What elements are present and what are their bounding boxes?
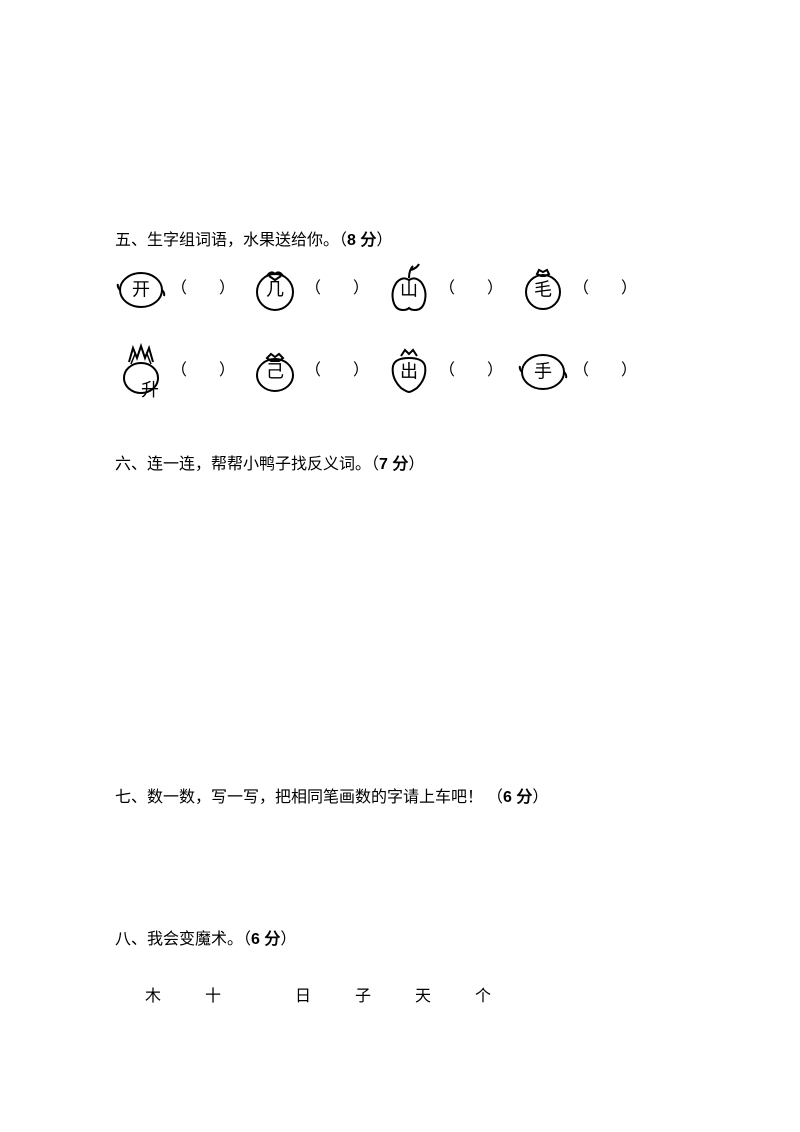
- tomato-icon: 几: [249, 260, 301, 312]
- answer-blank: （ ）: [167, 274, 239, 298]
- magic-char: 日: [295, 982, 315, 1006]
- answer-blank: （ ）: [569, 274, 641, 298]
- answer-blank: （ ）: [167, 356, 239, 380]
- answer-blank: （ ）: [435, 356, 507, 380]
- section-5-row-1: 开 （ ） 几 （ ） 山 （ ） 毛 （ ）: [115, 260, 710, 312]
- section-8-points: 6 分: [251, 931, 280, 948]
- section-5: 五、生字组词语，水果送给你。（8 分） 开 （ ） 几 （ ） 山 （ ） 毛 …: [115, 230, 710, 394]
- section-8-char-row: 木十日子天个: [145, 982, 710, 1006]
- fruit-character: 己: [266, 358, 284, 384]
- apple-icon: 山: [383, 260, 435, 312]
- magic-char: 十: [205, 982, 225, 1006]
- section-6: 六、连一连，帮帮小鸭子找反义词。（7 分）: [115, 454, 710, 476]
- fruit-character: 山: [400, 276, 418, 302]
- pomegranate-icon: 己: [249, 342, 301, 394]
- section-5-title: 五、生字组词语，水果送给你。（8 分）: [115, 230, 710, 252]
- fruit-character: 开: [132, 276, 150, 302]
- answer-blank: （ ）: [301, 274, 373, 298]
- fruit-character: 手: [534, 358, 552, 384]
- section-7-prefix: 七、数一数，写一写，把相同笔画数的字请上车吧！ （: [115, 789, 503, 806]
- section-8-prefix: 八、我会变魔术。（: [115, 931, 251, 948]
- answer-blank: （ ）: [569, 356, 641, 380]
- answer-blank: （ ）: [435, 274, 507, 298]
- tangerine-icon: 毛: [517, 260, 569, 312]
- section-7-suffix: ）: [532, 789, 548, 806]
- section-6-title: 六、连一连，帮帮小鸭子找反义词。（7 分）: [115, 454, 710, 476]
- magic-char: 木: [145, 982, 165, 1006]
- section-5-suffix: ）: [376, 232, 392, 249]
- section-8: 八、我会变魔术。（6 分） 木 十 日 子 天 个: [115, 929, 710, 1005]
- section-7-title: 七、数一数，写一写，把相同笔画数的字请上车吧！ （6 分）: [115, 787, 710, 809]
- section-8-suffix: ）: [280, 931, 296, 948]
- section-7: 七、数一数，写一写，把相同笔画数的字请上车吧！ （6 分）: [115, 787, 710, 809]
- fruit-character: 升: [141, 376, 159, 402]
- fruit-character: 毛: [534, 276, 552, 302]
- section-5-row-2: 升 （ ） 己 （ ） 出 （ ） 手 （ ）: [115, 342, 710, 394]
- lemon-icon: 手: [517, 342, 569, 394]
- worksheet-content: 五、生字组词语，水果送给你。（8 分） 开 （ ） 几 （ ） 山 （ ） 毛 …: [0, 0, 800, 1006]
- section-6-prefix: 六、连一连，帮帮小鸭子找反义词。（: [115, 456, 379, 473]
- pineapple-icon: 升: [115, 342, 167, 394]
- section-6-points: 7 分: [379, 456, 408, 473]
- magic-char: 子: [355, 982, 375, 1006]
- strawberry-icon: 出: [383, 342, 435, 394]
- fruit-character: 出: [400, 358, 418, 384]
- fruit-character: 几: [266, 276, 284, 302]
- answer-blank: （ ）: [301, 356, 373, 380]
- section-6-suffix: ）: [408, 456, 424, 473]
- section-5-points: 8 分: [347, 232, 376, 249]
- magic-char: 天: [415, 982, 435, 1006]
- section-5-prefix: 五、生字组词语，水果送给你。（: [115, 232, 347, 249]
- lemon-icon: 开: [115, 260, 167, 312]
- magic-char: 个: [475, 982, 495, 1006]
- section-7-points: 6 分: [503, 789, 532, 806]
- section-8-title: 八、我会变魔术。（6 分）: [115, 929, 710, 951]
